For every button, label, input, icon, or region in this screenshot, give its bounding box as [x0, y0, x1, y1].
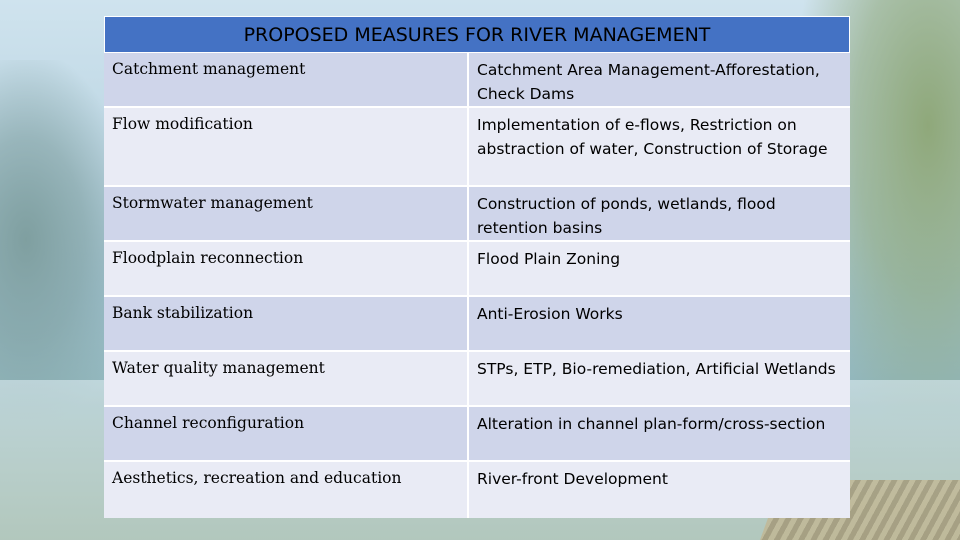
action-cell: Implementation of e-flows, Restriction o… [477, 116, 828, 158]
table-row: Floodplain reconnection Flood Plain Zoni… [104, 242, 850, 297]
measure-cell: Floodplain reconnection [104, 242, 469, 295]
action-cell: Catchment Area Management-Afforestation,… [477, 61, 820, 103]
measure-cell: Water quality management [104, 352, 469, 405]
measure-cell: Stormwater management [104, 187, 469, 240]
table-row: Catchment management Catchment Area Mana… [104, 53, 850, 108]
table-row: Water quality management STPs, ETP, Bio-… [104, 352, 850, 407]
action-cell: Construction of ponds, wetlands, flood r… [477, 195, 776, 237]
measure-cell: Flow modification [104, 108, 469, 185]
measure-cell: Channel reconfiguration [104, 407, 469, 460]
table-row: Bank stabilization Anti-Erosion Works [104, 297, 850, 352]
action-cell: Flood Plain Zoning [477, 250, 621, 268]
table-title: PROPOSED MEASURES FOR RIVER MANAGEMENT [104, 16, 850, 53]
measures-table: PROPOSED MEASURES FOR RIVER MANAGEMENT C… [104, 16, 850, 520]
action-cell: STPs, ETP, Bio-remediation, Artificial W… [477, 360, 836, 378]
measure-cell: Catchment management [104, 53, 469, 106]
measure-cell: Bank stabilization [104, 297, 469, 350]
action-cell: Anti-Erosion Works [477, 305, 623, 323]
table-row: Aesthetics, recreation and education Riv… [104, 462, 850, 518]
table-row: Channel reconfiguration Alteration in ch… [104, 407, 850, 462]
action-cell: Alteration in channel plan-form/cross-se… [477, 415, 826, 433]
measure-cell: Aesthetics, recreation and education [104, 462, 469, 518]
table-body: Catchment management Catchment Area Mana… [104, 53, 850, 518]
table-row: Flow modification Implementation of e-fl… [104, 108, 850, 187]
table-row: Stormwater management Construction of po… [104, 187, 850, 242]
action-cell: River-front Development [477, 470, 668, 488]
